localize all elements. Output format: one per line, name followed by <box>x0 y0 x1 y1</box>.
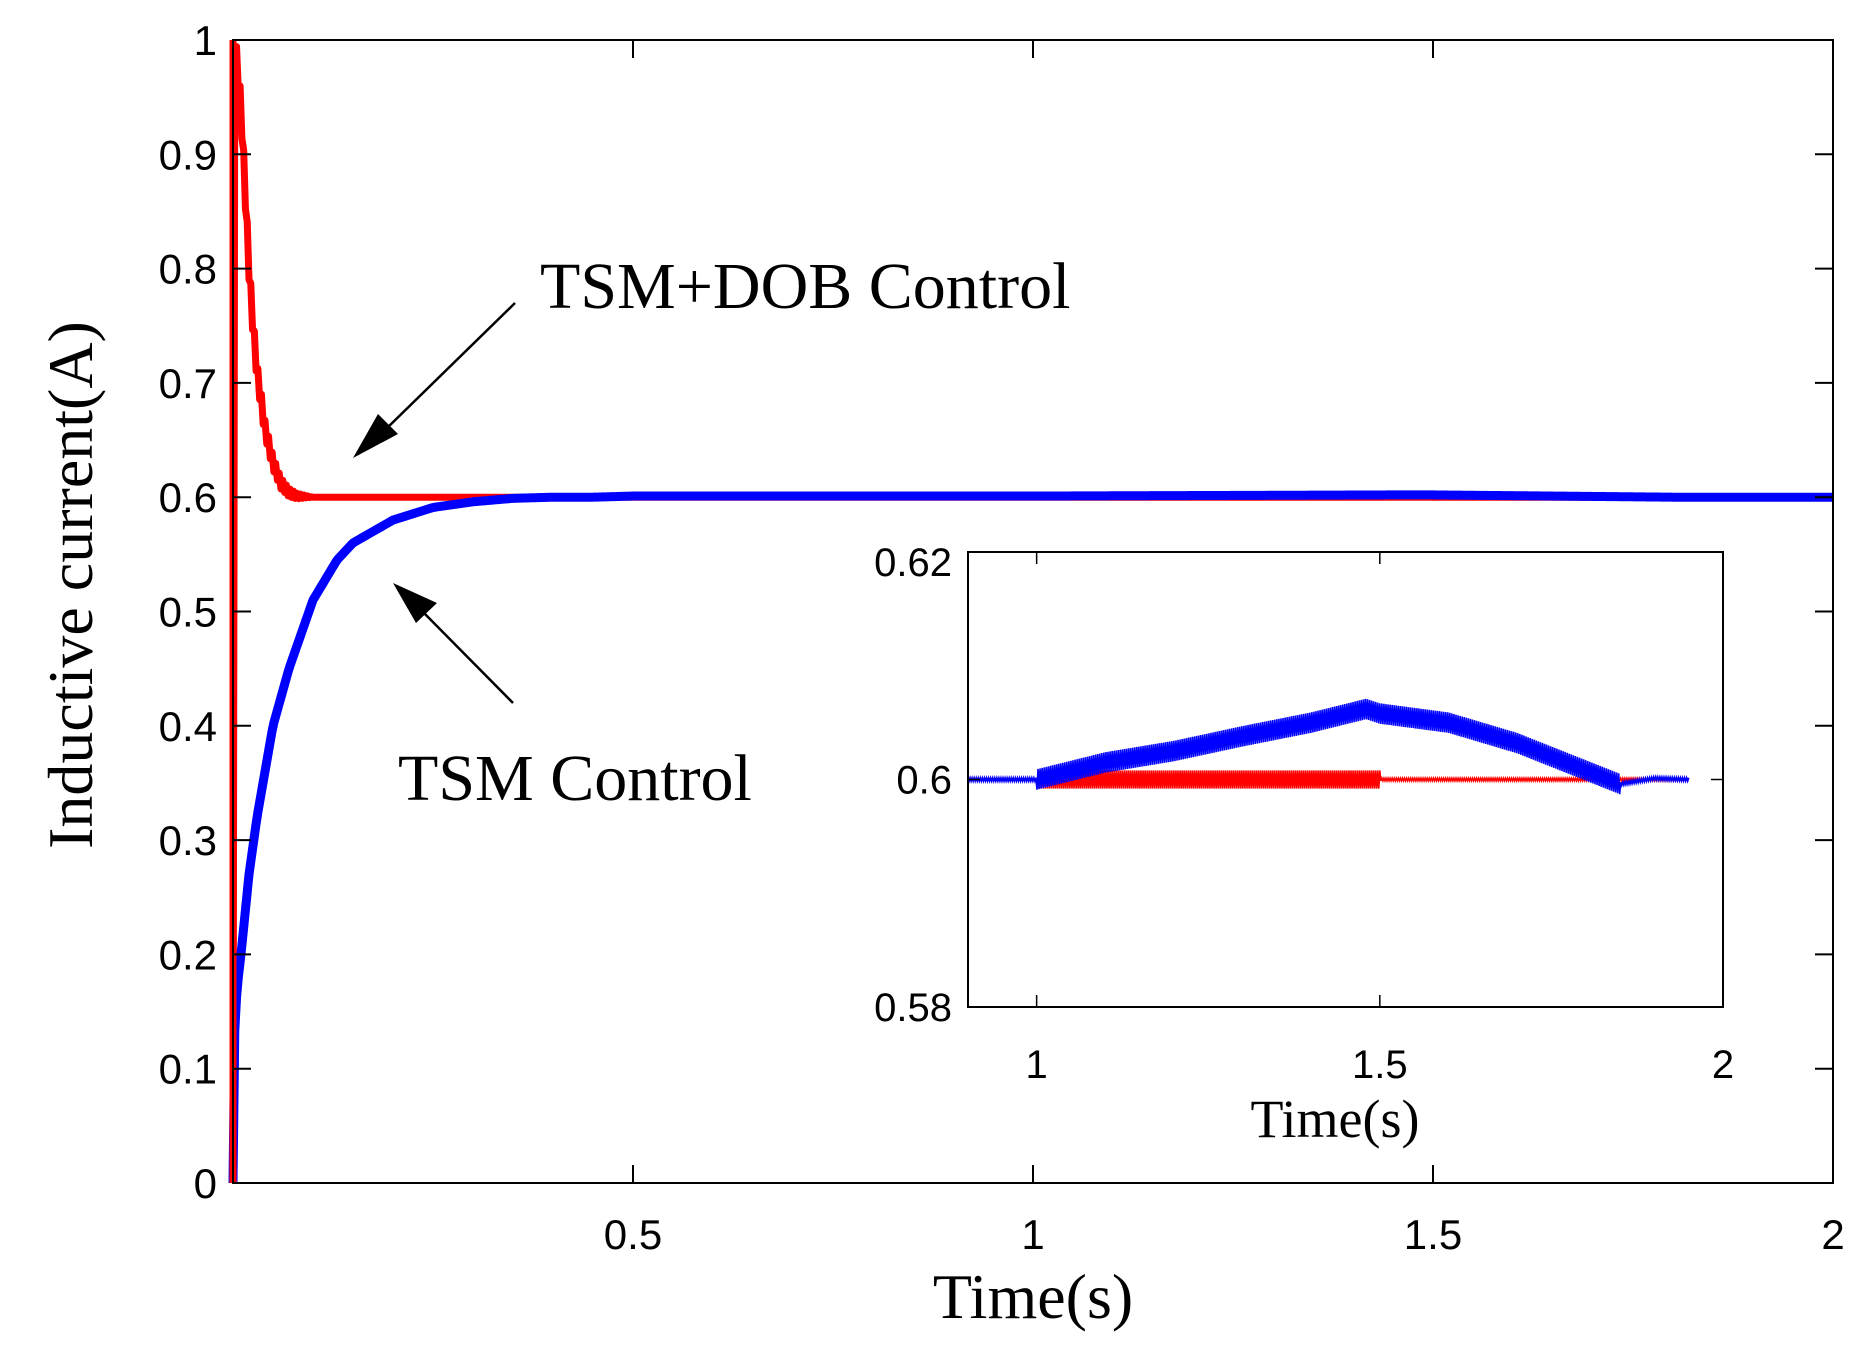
x-tick-label: 2 <box>1821 1211 1844 1258</box>
inset-tick-labels-group: 1 1.5 2 0.58 0.6 0.62 <box>874 541 1734 1087</box>
annotation-arrow-tsm-shaft <box>421 610 514 704</box>
inset-y-tick-label: 0.6 <box>896 759 952 803</box>
inset-y-tick-label: 0.58 <box>874 986 952 1030</box>
inset-plot-frame <box>967 551 1724 1008</box>
main-plot-frame <box>232 39 1834 1184</box>
inset-series-line-tsm <box>967 698 1690 795</box>
inset-plot: 1 1.5 2 0.58 0.6 0.62 Time(s) <box>874 541 1734 1149</box>
annotation-arrow-tsm-head <box>393 583 437 623</box>
y-tick-label: 1 <box>194 17 217 64</box>
y-tick-label: 0.3 <box>159 817 217 864</box>
inset-x-axis-title: Time(s) <box>1250 1089 1419 1149</box>
x-tick-label: 0.5 <box>604 1211 662 1258</box>
annotation-tsm-control: TSM Control <box>398 742 752 815</box>
inset-series-line-tsm-dob <box>967 770 1690 789</box>
x-tick-label: 1.5 <box>1404 1211 1462 1258</box>
inset-x-tick-label: 1 <box>1026 1043 1048 1087</box>
annotation-arrow-tsm-dob-shaft <box>384 302 516 431</box>
main-plot: 0.5 1 1.5 2 0 0.1 0.2 0.3 0.4 0.5 0.6 0.7 0.8 0.9 1 Ti… <box>35 17 1845 1332</box>
y-tick-label: 0.8 <box>159 246 217 293</box>
y-tick-label: 0 <box>194 1160 217 1207</box>
annotation-tsm-dob-control: TSM+DOB Control <box>540 250 1070 323</box>
y-tick-label: 0.2 <box>159 931 217 978</box>
x-tick-label: 1 <box>1021 1211 1044 1258</box>
y-tick-label: 0.9 <box>159 131 217 178</box>
y-tick-label: 0.4 <box>159 703 217 750</box>
y-tick-label: 0.5 <box>159 589 217 636</box>
inset-series-group <box>967 698 1690 795</box>
inset-x-tick-label: 2 <box>1712 1043 1734 1087</box>
x-axis-title: Time(s) <box>933 1261 1133 1332</box>
main-tick-labels-group: 0.5 1 1.5 2 0 0.1 0.2 0.3 0.4 0.5 0.6 0.7 0.8 0.9 1 <box>159 17 1845 1258</box>
annotation-arrow-tsm-dob-head <box>353 414 398 458</box>
y-tick-label: 0.6 <box>159 474 217 521</box>
inset-x-tick-label: 1.5 <box>1352 1043 1408 1087</box>
y-tick-label: 0.7 <box>159 360 217 407</box>
inset-y-tick-label: 0.62 <box>874 541 952 585</box>
y-axis-title: Inductive current(A) <box>35 321 106 849</box>
annotations: TSM+DOB Control TSM Control <box>353 250 1070 815</box>
main-series-line-tsm <box>228 490 1836 1184</box>
y-tick-label: 0.1 <box>159 1046 217 1093</box>
